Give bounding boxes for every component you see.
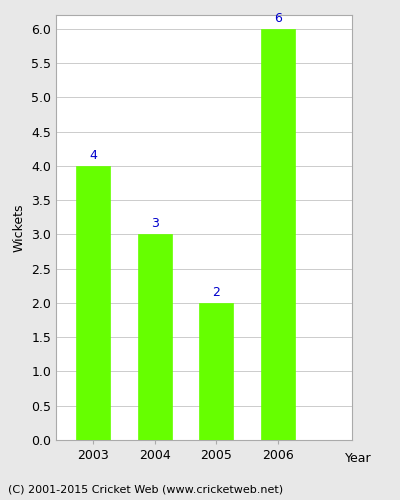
Text: (C) 2001-2015 Cricket Web (www.cricketweb.net): (C) 2001-2015 Cricket Web (www.cricketwe…	[8, 485, 283, 495]
Text: 3: 3	[151, 217, 159, 230]
Text: 2: 2	[212, 286, 220, 299]
Text: 6: 6	[274, 12, 282, 24]
Text: 4: 4	[89, 148, 97, 162]
Bar	[261, 28, 295, 440]
Bar	[76, 166, 110, 440]
Text: Year: Year	[345, 452, 372, 466]
Bar	[199, 303, 233, 440]
Y-axis label: Wickets: Wickets	[12, 203, 26, 252]
Bar	[138, 234, 172, 440]
